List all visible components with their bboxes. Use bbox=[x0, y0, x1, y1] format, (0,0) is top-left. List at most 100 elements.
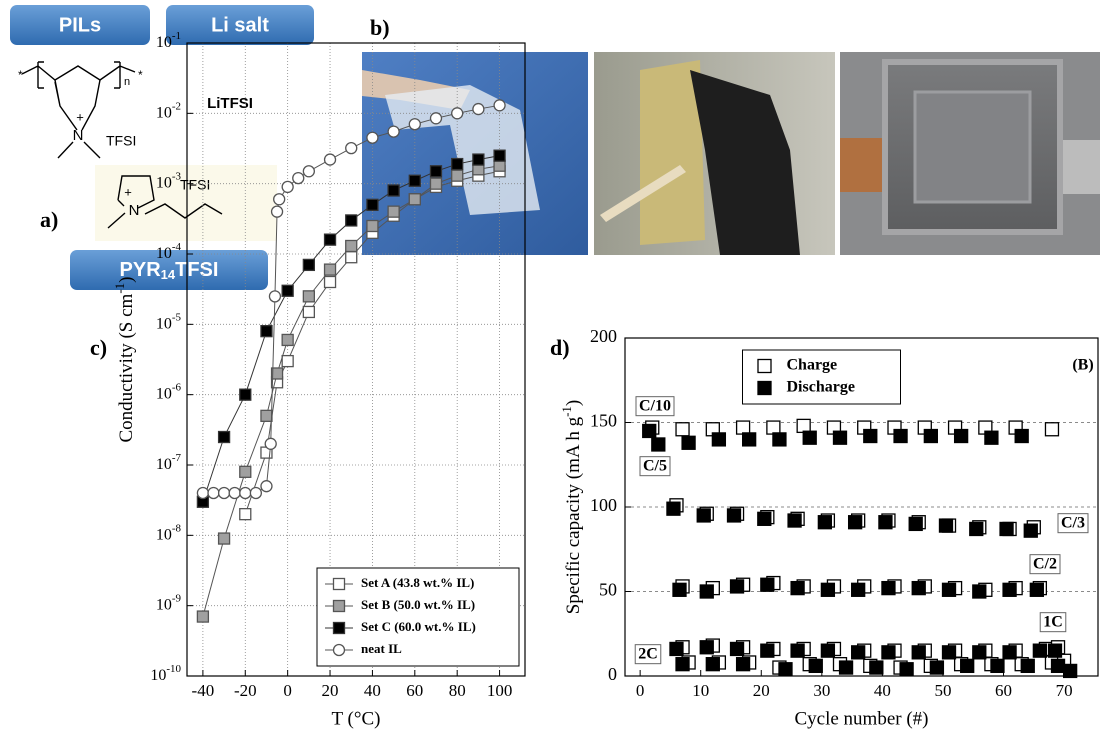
marker bbox=[969, 521, 984, 537]
marker bbox=[705, 657, 720, 672]
marker bbox=[451, 169, 464, 182]
marker bbox=[429, 177, 443, 190]
il-anion: TFSI bbox=[180, 177, 210, 193]
li-salt-box bbox=[166, 5, 314, 45]
marker bbox=[302, 290, 315, 303]
x-tick-label: 0 bbox=[636, 681, 645, 700]
marker bbox=[249, 486, 263, 500]
legend-label: Charge bbox=[787, 357, 838, 374]
pils-label: PILs bbox=[59, 14, 101, 36]
marker bbox=[911, 645, 926, 660]
marker bbox=[642, 423, 657, 439]
marker bbox=[493, 159, 506, 172]
tick-exponent: -7 bbox=[172, 452, 182, 464]
y-tick-label: 50 bbox=[599, 580, 617, 600]
y-tick-label: 10-8 bbox=[156, 522, 182, 543]
marker bbox=[742, 432, 757, 447]
y-axis-label-sup: -1 bbox=[112, 283, 127, 294]
x-tick-label: 40 bbox=[364, 681, 381, 700]
panel-label: a) bbox=[40, 207, 58, 232]
tick-base: 10 bbox=[156, 596, 172, 613]
marker bbox=[1044, 422, 1060, 437]
marker bbox=[366, 219, 379, 233]
marker bbox=[408, 193, 421, 206]
marker bbox=[832, 430, 848, 445]
legend-label: neat IL bbox=[361, 641, 402, 656]
tick-base: 10 bbox=[156, 526, 172, 543]
marker bbox=[757, 511, 772, 526]
tick-base: 10 bbox=[156, 174, 172, 191]
marker bbox=[999, 521, 1014, 537]
x-tick-label: 0 bbox=[283, 681, 292, 700]
marker bbox=[757, 358, 772, 374]
panel-label: b) bbox=[370, 15, 390, 40]
marker bbox=[960, 658, 975, 674]
marker bbox=[472, 102, 485, 116]
marker bbox=[260, 480, 273, 493]
marker bbox=[345, 239, 358, 253]
il-atom: N bbox=[129, 202, 140, 219]
y-tick-label: 10-10 bbox=[150, 663, 181, 684]
marker bbox=[778, 662, 793, 677]
marker bbox=[451, 157, 464, 171]
marker bbox=[696, 508, 711, 523]
y-tick-label: 10-7 bbox=[156, 452, 182, 473]
y-tick-label: 10-4 bbox=[156, 241, 182, 262]
series-line bbox=[202, 165, 500, 617]
plot-frame bbox=[186, 42, 526, 677]
marker bbox=[332, 621, 346, 635]
marker bbox=[729, 641, 745, 657]
salt-name: LiTFSI bbox=[207, 95, 253, 112]
marker bbox=[675, 422, 690, 437]
marker bbox=[1029, 582, 1044, 597]
x-axis-label: T (°C) bbox=[332, 708, 381, 729]
marker bbox=[908, 516, 923, 532]
marker bbox=[729, 579, 745, 594]
legend-label: Set C (60.0 wt.% IL) bbox=[361, 619, 476, 634]
marker bbox=[332, 643, 346, 657]
marker bbox=[1014, 428, 1029, 444]
tick-exponent: -10 bbox=[166, 663, 181, 675]
tick-exponent: -6 bbox=[172, 381, 182, 393]
marker bbox=[699, 584, 714, 599]
photo-tweezers bbox=[600, 165, 686, 222]
x-tick-label: 20 bbox=[322, 681, 339, 700]
pil-repeat: n bbox=[124, 76, 130, 88]
annotation-box bbox=[639, 456, 671, 477]
marker bbox=[332, 599, 346, 613]
il-name-box bbox=[70, 250, 268, 290]
marker bbox=[851, 645, 866, 660]
marker bbox=[817, 515, 833, 530]
marker bbox=[387, 125, 400, 138]
marker bbox=[802, 430, 817, 445]
x-tick-label: 100 bbox=[487, 681, 513, 700]
tick-base: 10 bbox=[150, 667, 166, 684]
panel-a: PILs Li salt LiTFSI * * n N + TFSI N + T… bbox=[10, 5, 314, 290]
marker bbox=[972, 645, 987, 660]
tick-exponent: -1 bbox=[172, 30, 181, 42]
marker bbox=[711, 432, 727, 447]
marker bbox=[699, 640, 714, 655]
marker bbox=[990, 658, 1005, 674]
x-tick-label: 60 bbox=[406, 681, 423, 700]
il-structure-bg bbox=[95, 165, 277, 241]
marker bbox=[493, 149, 506, 162]
x-axis-label: Cycle number (#) bbox=[794, 708, 928, 729]
tick-base: 10 bbox=[156, 104, 172, 121]
annotation: C/5 bbox=[643, 458, 667, 475]
marker bbox=[387, 205, 400, 218]
marker bbox=[493, 99, 506, 112]
y-axis-label: Specific capacity (mA h g-1) bbox=[559, 400, 584, 615]
panel-label: d) bbox=[550, 335, 570, 360]
marker bbox=[366, 198, 379, 211]
marker bbox=[820, 643, 836, 658]
marker bbox=[790, 580, 805, 596]
marker bbox=[387, 184, 400, 197]
tick-base: 10 bbox=[156, 315, 172, 332]
marker bbox=[669, 641, 684, 657]
marker bbox=[881, 580, 896, 596]
legend-label: Discharge bbox=[787, 379, 855, 396]
y-tick-label: 10-6 bbox=[156, 381, 182, 402]
marker bbox=[878, 515, 893, 530]
marker bbox=[808, 658, 823, 674]
